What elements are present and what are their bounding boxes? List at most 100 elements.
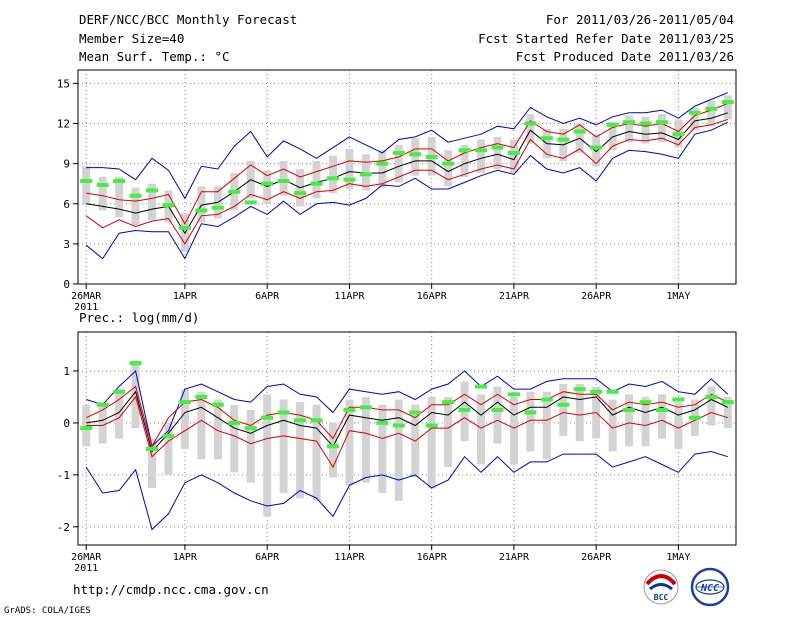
ensemble-box — [131, 360, 140, 429]
ensemble-box — [263, 170, 272, 204]
ensemble-box — [460, 144, 469, 177]
median-marker — [557, 402, 570, 407]
ensemble-box — [197, 186, 206, 223]
median-marker — [392, 423, 405, 428]
x-tick-label: 1MAY — [666, 291, 690, 302]
median-marker — [244, 426, 257, 431]
median-marker — [573, 387, 586, 392]
median-marker — [294, 418, 307, 423]
ensemble-box — [378, 404, 387, 494]
median-marker — [491, 145, 504, 150]
bcc-logo: BCC — [643, 569, 679, 605]
ensemble-box — [361, 396, 370, 483]
ensemble-box — [279, 160, 288, 196]
ensemble-box — [411, 138, 420, 176]
median-marker — [96, 402, 109, 407]
median-marker — [195, 394, 208, 399]
series-line-max — [86, 92, 728, 200]
ensemble-box — [394, 144, 403, 183]
y-tick-label: 1 — [63, 365, 70, 378]
median-marker — [475, 384, 488, 389]
median-marker — [162, 203, 175, 208]
median-marker — [80, 179, 93, 184]
median-marker — [146, 446, 159, 451]
ensemble-box — [361, 154, 370, 191]
ensemble-box — [707, 386, 716, 426]
median-marker — [211, 402, 224, 407]
footer-url[interactable]: http://cmdp.ncc.cma.gov.cn — [73, 582, 269, 597]
x-tick-label: 1APR — [173, 291, 198, 302]
median-marker — [343, 407, 356, 412]
ensemble-box — [444, 396, 453, 468]
median-marker — [458, 148, 471, 153]
median-marker — [326, 444, 339, 449]
variable-label: Mean Surf. Temp.: °C — [79, 49, 230, 64]
x-tick-label: 1APR — [173, 552, 198, 563]
median-marker — [211, 205, 224, 210]
start-refer-date-label: Fcst Started Refer Date 2011/03/25 — [478, 31, 734, 46]
y-tick-label: 15 — [57, 77, 70, 90]
median-marker — [359, 405, 372, 410]
median-marker — [524, 410, 537, 415]
ensemble-box — [164, 422, 173, 475]
median-marker — [294, 191, 307, 196]
ensemble-box — [608, 122, 617, 151]
median-marker — [491, 407, 504, 412]
figure-title: DERF/NCC/BCC Monthly Forecast — [79, 12, 297, 27]
y-tick-label: 6 — [63, 198, 70, 211]
series-line-max — [86, 370, 729, 448]
median-marker — [392, 150, 405, 155]
median-marker — [623, 120, 636, 125]
ensemble-box — [657, 114, 666, 143]
y-tick-label: -2 — [57, 521, 70, 534]
median-marker — [178, 400, 191, 405]
median-marker — [606, 122, 619, 127]
median-marker — [590, 389, 603, 394]
ensemble-box — [608, 399, 617, 452]
ensemble-box — [197, 391, 206, 460]
ensemble-box — [625, 115, 634, 143]
plot-frame — [77, 69, 737, 285]
ensemble-box — [131, 187, 140, 226]
median-marker — [475, 148, 488, 153]
ensemble-box — [345, 148, 354, 190]
ensemble-box — [526, 114, 535, 144]
median-marker — [343, 177, 356, 182]
median-marker — [146, 188, 159, 193]
ncc-logo-text: NCC — [700, 583, 719, 594]
ensemble-box — [98, 177, 107, 211]
y-tick-label: 9 — [63, 158, 70, 171]
ensemble-box — [98, 402, 107, 444]
ensemble-box — [328, 155, 337, 194]
median-marker — [261, 415, 274, 420]
x-tick-label: 26MAR — [71, 291, 102, 302]
series-line-std-upper — [86, 102, 728, 225]
ensemble-box — [444, 150, 453, 187]
ensemble-box — [477, 394, 486, 465]
median-marker — [277, 179, 290, 184]
median-marker — [129, 193, 142, 198]
y-tick-label: 3 — [63, 238, 70, 251]
ensemble-box — [263, 394, 272, 517]
median-marker — [409, 410, 422, 415]
median-marker — [672, 397, 685, 402]
series-line-mean — [86, 112, 728, 235]
x-tick-sublabel: 2011 — [74, 302, 98, 313]
ensemble-box — [707, 100, 716, 127]
ensemble-box — [493, 136, 502, 169]
median-marker — [507, 392, 520, 397]
median-marker — [228, 189, 241, 194]
y-tick-label: 12 — [57, 118, 70, 131]
ensemble-box — [296, 402, 305, 499]
ensemble-box — [641, 116, 650, 144]
ensemble-box — [148, 183, 157, 220]
series-line-mean — [86, 390, 729, 453]
median-marker — [639, 400, 652, 405]
median-marker — [705, 394, 718, 399]
median-marker — [376, 420, 389, 425]
x-tick-label: 6APR — [255, 552, 280, 563]
ensemble-box — [657, 394, 666, 439]
